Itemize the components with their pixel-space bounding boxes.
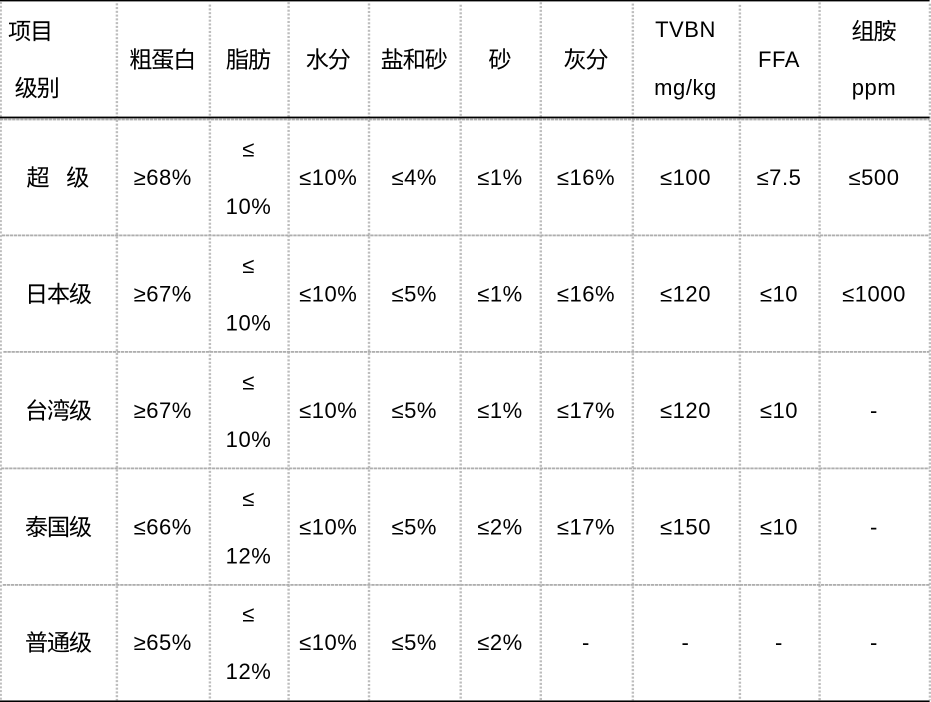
svg-text:≥68%: ≥68% [134,165,192,190]
svg-text:FFA: FFA [758,47,800,72]
svg-text:≤66%: ≤66% [134,514,192,539]
svg-text:12%: 12% [226,543,272,568]
svg-text:≤10: ≤10 [760,281,798,306]
svg-text:12%: 12% [226,659,272,684]
svg-text:≤5%: ≤5% [391,398,437,423]
svg-text:≤16%: ≤16% [557,165,615,190]
svg-text:≥65%: ≥65% [134,630,192,655]
svg-text:≤120: ≤120 [660,281,711,306]
svg-text:≤10%: ≤10% [299,398,357,423]
svg-text:≤150: ≤150 [660,514,711,539]
svg-text:10%: 10% [226,194,272,219]
svg-text:≤10: ≤10 [760,398,798,423]
svg-text:≥67%: ≥67% [134,281,192,306]
svg-text:≤10%: ≤10% [299,630,357,655]
svg-text:mg/kg: mg/kg [654,75,717,100]
svg-text:≤17%: ≤17% [557,514,615,539]
svg-text:TVBN: TVBN [655,17,716,42]
svg-text:≤17%: ≤17% [557,398,615,423]
svg-text:-: - [682,630,690,655]
svg-text:≤1000: ≤1000 [842,281,906,306]
svg-text:≤: ≤ [242,601,255,626]
svg-text:≤5%: ≤5% [391,281,437,306]
svg-text:≤10%: ≤10% [299,281,357,306]
svg-text:-: - [870,630,878,655]
svg-text:≤1%: ≤1% [477,165,523,190]
svg-text:≤10%: ≤10% [299,165,357,190]
svg-text:-: - [582,630,590,655]
svg-text:10%: 10% [226,310,272,335]
svg-text:-: - [775,630,783,655]
svg-text:≤4%: ≤4% [391,165,437,190]
svg-text:≤5%: ≤5% [391,630,437,655]
svg-text:≤10%: ≤10% [299,514,357,539]
svg-text:-: - [870,514,878,539]
svg-text:≤10: ≤10 [760,514,798,539]
svg-text:ppm: ppm [852,75,896,100]
svg-text:≤1%: ≤1% [477,398,523,423]
svg-text:≤120: ≤120 [660,398,711,423]
svg-text:-: - [870,398,878,423]
svg-text:≤100: ≤100 [660,165,711,190]
svg-text:10%: 10% [226,427,272,452]
svg-text:≤2%: ≤2% [477,630,523,655]
svg-text:≥67%: ≥67% [134,398,192,423]
svg-text:≤: ≤ [242,253,255,278]
svg-text:≤16%: ≤16% [557,281,615,306]
svg-text:≤: ≤ [242,486,255,511]
svg-text:≤7.5: ≤7.5 [757,165,802,190]
svg-text:≤: ≤ [242,369,255,394]
svg-text:≤: ≤ [242,136,255,161]
svg-text:≤5%: ≤5% [391,514,437,539]
svg-text:≤1%: ≤1% [477,281,523,306]
svg-text:≤2%: ≤2% [477,514,523,539]
svg-text:≤500: ≤500 [849,165,900,190]
